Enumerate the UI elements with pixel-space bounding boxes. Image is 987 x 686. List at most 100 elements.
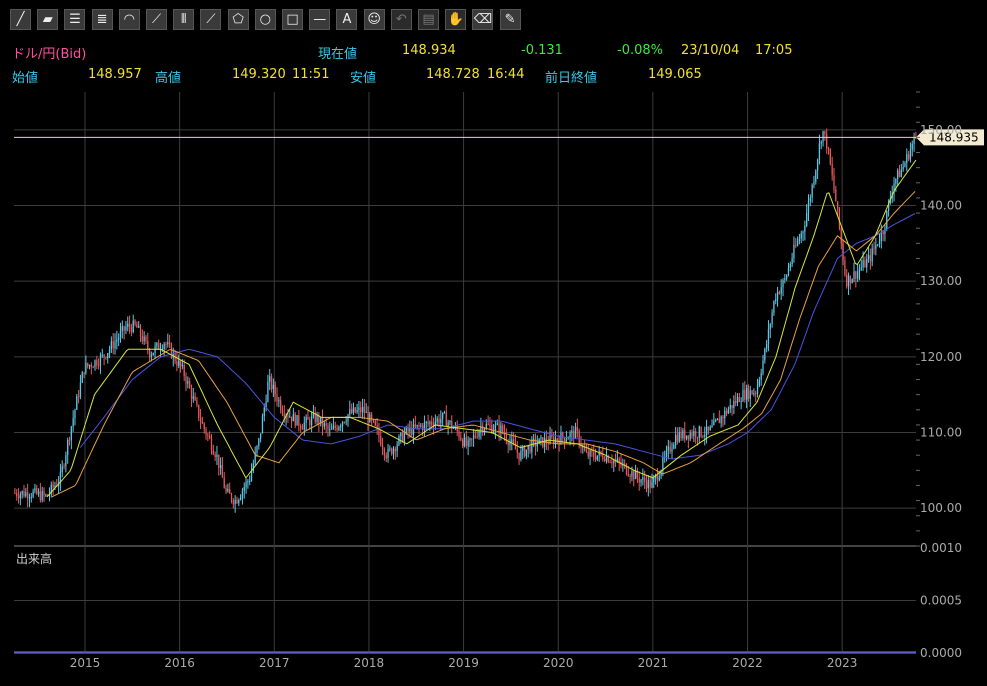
- ruler-tool-icon[interactable]: ▰: [37, 9, 59, 30]
- candle-body: [458, 431, 460, 438]
- candle-body: [523, 446, 526, 457]
- x-tick-label: 2016: [164, 656, 195, 670]
- candle-body: [159, 349, 162, 351]
- candle-body: [378, 427, 380, 437]
- candle-body: [77, 396, 80, 398]
- candle-body: [782, 280, 784, 288]
- vertical-lines-tool-icon[interactable]: ⦀: [173, 9, 195, 30]
- copy-tool-icon[interactable]: ▤: [418, 9, 439, 30]
- candle-body: [39, 491, 42, 501]
- candle-body: [37, 491, 40, 494]
- candle-body: [451, 420, 453, 429]
- candle-body: [136, 324, 138, 328]
- candle-body: [230, 493, 233, 501]
- candle-body: [787, 268, 790, 276]
- candle-body: [687, 435, 690, 440]
- horizontal-lines-tool-icon[interactable]: ☰: [64, 9, 86, 30]
- candle-body: [858, 269, 861, 272]
- candle-body: [798, 238, 801, 241]
- candle-body: [76, 396, 78, 410]
- fan-lines-tool-icon[interactable]: ⟋: [200, 9, 222, 30]
- candle-body: [310, 416, 313, 426]
- candle-body: [259, 433, 262, 439]
- stamp-icon-tool-icon[interactable]: ☺: [363, 9, 385, 30]
- text-tool-icon[interactable]: A: [336, 9, 358, 30]
- candle-body: [738, 396, 740, 403]
- candle-body: [680, 432, 682, 439]
- candle-body: [607, 456, 609, 463]
- candle-body: [249, 480, 251, 482]
- pentagon-tool-icon[interactable]: ⬠: [227, 9, 249, 30]
- candle-body: [289, 416, 291, 418]
- candle-body: [400, 432, 402, 437]
- candle-body: [261, 416, 264, 434]
- candle-body: [887, 202, 890, 211]
- candle-body: [148, 349, 151, 357]
- rectangle-tool-icon[interactable]: □: [282, 9, 303, 30]
- circle-tool-icon[interactable]: ○: [254, 9, 276, 30]
- candle-body: [300, 425, 302, 429]
- candle-body: [806, 213, 808, 226]
- candle-body: [906, 154, 908, 163]
- candle-body: [855, 271, 857, 279]
- candle-body: [562, 432, 564, 438]
- gann-fan-tool-icon[interactable]: ⟋: [146, 9, 167, 30]
- candle-body: [847, 275, 850, 287]
- candle-body: [83, 372, 85, 374]
- candle-body: [92, 367, 94, 369]
- delete-tool-icon[interactable]: ✋: [445, 9, 467, 30]
- candle-body: [600, 451, 602, 455]
- trendline-tool-icon[interactable]: ╱: [10, 9, 31, 30]
- candle-body: [767, 329, 770, 344]
- candle-body: [387, 449, 389, 459]
- candle-body: [556, 438, 558, 441]
- candle-body: [416, 424, 418, 427]
- candle-body: [421, 425, 424, 431]
- candle-body: [185, 375, 187, 384]
- candle-body: [241, 490, 244, 498]
- candle-body: [28, 497, 31, 499]
- undo-tool-icon[interactable]: ↶: [390, 9, 412, 30]
- candle-body: [596, 455, 598, 460]
- horizontal-line-tool-icon[interactable]: —: [309, 9, 331, 30]
- candle-body: [119, 331, 122, 338]
- candle-body: [99, 355, 102, 366]
- candle-body: [857, 271, 859, 279]
- candle-body: [669, 446, 671, 452]
- candle-body: [296, 415, 298, 426]
- y-tick-label: 130.00: [920, 274, 962, 288]
- candle-body: [529, 445, 531, 453]
- candle-body: [707, 426, 710, 431]
- settings-tool-icon[interactable]: ✎: [499, 9, 521, 30]
- candle-body: [684, 429, 686, 439]
- x-tick-label: 2023: [827, 656, 858, 670]
- candle-body: [509, 442, 511, 446]
- candle-body: [123, 326, 125, 331]
- eraser-tool-icon[interactable]: ⌫: [472, 9, 494, 30]
- candle-body: [795, 244, 797, 246]
- fibonacci-arc-tool-icon[interactable]: ◠: [118, 9, 140, 30]
- candle-body: [290, 416, 293, 422]
- candle-body: [190, 387, 193, 399]
- candle-body: [423, 422, 426, 431]
- candle-body: [755, 392, 757, 394]
- axes: 100.00 110.00 120.00 130.00 140.00 150.00 2015…: [70, 91, 962, 670]
- candle-body: [418, 424, 420, 427]
- candle-body: [751, 390, 753, 395]
- candle-body: [212, 450, 214, 455]
- candle-body: [54, 485, 56, 488]
- candle-body: [152, 352, 154, 356]
- candle-body: [223, 477, 225, 489]
- candle-body: [168, 342, 171, 345]
- candle-body: [323, 423, 325, 427]
- prev-close-label: 前日終値: [545, 71, 598, 86]
- candle-body: [147, 340, 149, 350]
- candle-body: [63, 466, 65, 468]
- candle-body: [853, 271, 855, 280]
- candle-body: [349, 409, 351, 415]
- candle-body: [325, 423, 327, 426]
- candle-body: [263, 407, 265, 417]
- candle-body: [292, 413, 295, 422]
- fibonacci-lines-tool-icon[interactable]: ≣: [91, 9, 113, 30]
